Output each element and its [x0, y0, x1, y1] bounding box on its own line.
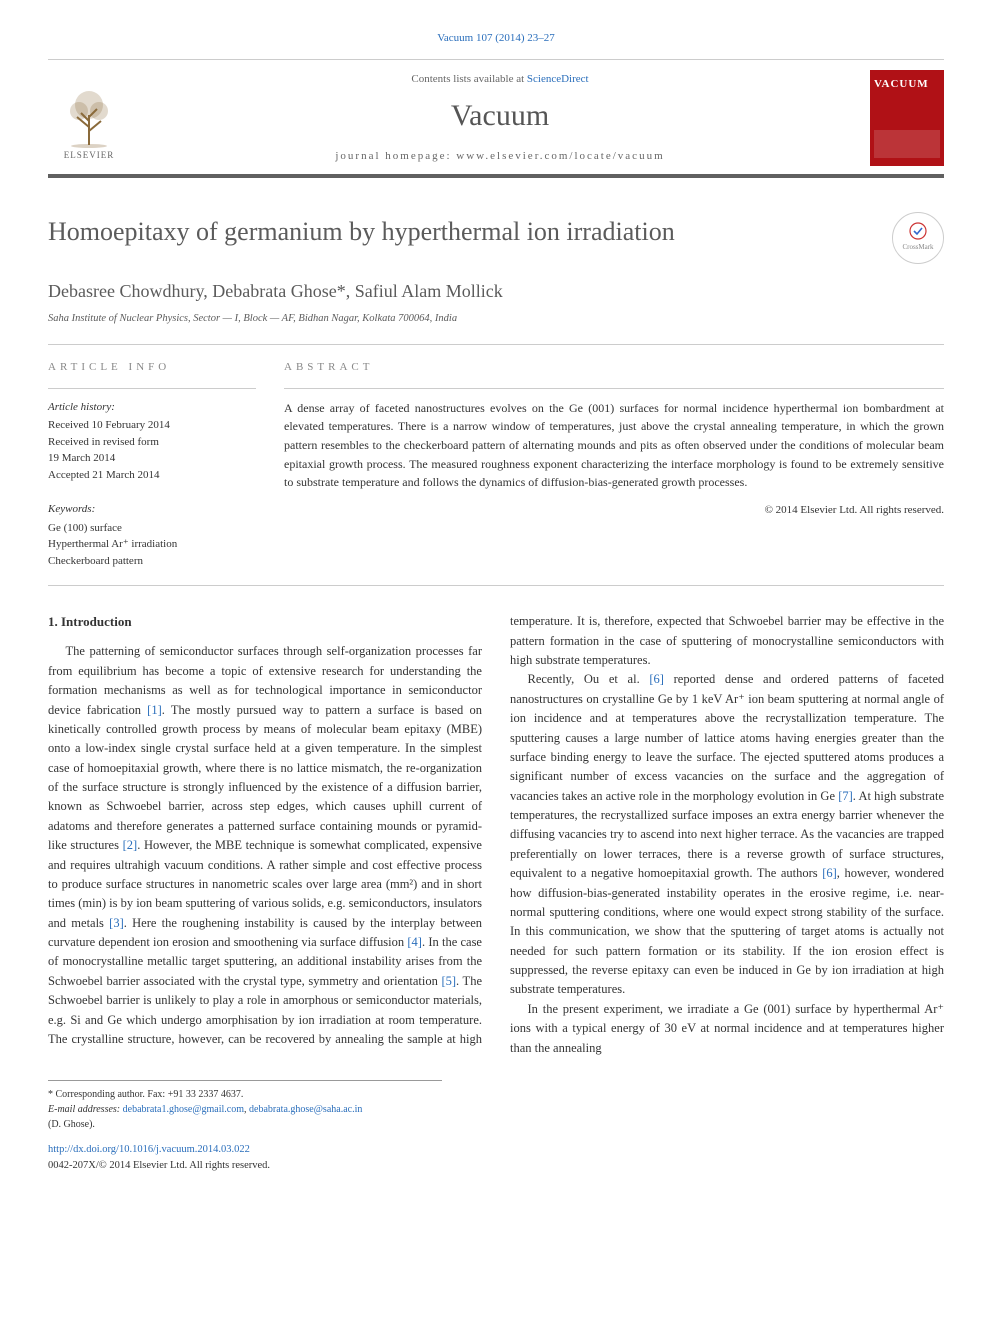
ref-link[interactable]: [4]: [407, 935, 422, 949]
authors-line: Debasree Chowdhury, Debabrata Ghose*, Sa…: [48, 278, 944, 305]
homepage-label: journal homepage:: [335, 150, 456, 162]
doi-link[interactable]: http://dx.doi.org/10.1016/j.vacuum.2014.…: [48, 1144, 250, 1155]
elsevier-tree-icon: [59, 87, 119, 149]
history-label: Article history:: [48, 399, 256, 416]
citation-volpages: 107 (2014) 23–27: [476, 32, 555, 44]
authors-last: , Safiul Alam Mollick: [346, 281, 503, 301]
crossmark-icon: [909, 222, 927, 240]
body-columns: 1. Introduction The patterning of semico…: [48, 612, 944, 1058]
masthead: ELSEVIER Contents lists available at Sci…: [48, 59, 944, 178]
ref-link[interactable]: [2]: [123, 838, 138, 852]
keyword: Checkerboard pattern: [48, 553, 256, 570]
abstract-heading: ABSTRACT: [284, 359, 944, 376]
history-line: Received 10 February 2014: [48, 417, 256, 434]
footnotes: * Corresponding author. Fax: +91 33 2337…: [48, 1080, 442, 1132]
homepage-url: www.elsevier.com/locate/vacuum: [456, 150, 664, 162]
abstract-col: ABSTRACT A dense array of faceted nanost…: [284, 359, 944, 569]
section-heading-intro: 1. Introduction: [48, 612, 482, 632]
info-divider-1: [48, 388, 256, 389]
keyword: Hyperthermal Ar⁺ irradiation: [48, 536, 256, 553]
corresponding-star: *: [337, 281, 346, 301]
elsevier-logo: ELSEVIER: [48, 73, 130, 163]
abstract-copyright: © 2014 Elsevier Ltd. All rights reserved…: [284, 502, 944, 519]
history-line: Accepted 21 March 2014: [48, 467, 256, 484]
contents-prefix: Contents lists available at: [411, 73, 526, 85]
email-line: E-mail addresses: debabrata1.ghose@gmail…: [48, 1102, 442, 1117]
crossmark-badge[interactable]: CrossMark: [892, 212, 944, 264]
body-text: , however, wondered how diffusion-bias-g…: [510, 866, 944, 996]
journal-cover-thumb: VACUUM: [870, 70, 944, 166]
contents-line: Contents lists available at ScienceDirec…: [146, 71, 854, 88]
body-paragraph: In the present experiment, we irradiate …: [510, 1000, 944, 1058]
keyword: Ge (100) surface: [48, 520, 256, 537]
citation-line: Vacuum 107 (2014) 23–27: [48, 30, 944, 47]
article-info-col: ARTICLE INFO Article history: Received 1…: [48, 359, 256, 569]
keywords-label: Keywords:: [48, 501, 256, 518]
doi-block: http://dx.doi.org/10.1016/j.vacuum.2014.…: [48, 1142, 944, 1174]
keywords-block: Keywords: Ge (100) surface Hyperthermal …: [48, 501, 256, 569]
sciencedirect-link[interactable]: ScienceDirect: [527, 73, 589, 85]
cover-art-placeholder: [874, 130, 940, 158]
history-line: Received in revised form: [48, 434, 256, 451]
history-line: 19 March 2014: [48, 450, 256, 467]
abstract-divider: [284, 388, 944, 389]
body-text: . The mostly pursued way to pattern a su…: [48, 703, 482, 853]
publisher-name: ELSEVIER: [64, 149, 115, 163]
info-abstract-row: ARTICLE INFO Article history: Received 1…: [48, 359, 944, 569]
email-suffix: (D. Ghose).: [48, 1117, 442, 1132]
ref-link[interactable]: [3]: [109, 916, 124, 930]
cover-title: VACUUM: [874, 76, 940, 93]
body-paragraph: Recently, Ou et al. [6] reported dense a…: [510, 670, 944, 999]
abstract-text: A dense array of faceted nanostructures …: [284, 399, 944, 492]
article-title-row: Homoepitaxy of germanium by hyperthermal…: [48, 212, 944, 264]
citation-journal: Vacuum: [437, 32, 473, 44]
masthead-center: Contents lists available at ScienceDirec…: [146, 71, 854, 165]
crossmark-label: CrossMark: [902, 242, 933, 253]
ref-link[interactable]: [1]: [147, 703, 162, 717]
article-title: Homoepitaxy of germanium by hyperthermal…: [48, 212, 675, 251]
divider-bottom: [48, 585, 944, 586]
body-text: In the present experiment, we irradiate …: [510, 1002, 944, 1055]
article-info-heading: ARTICLE INFO: [48, 359, 256, 376]
ref-link[interactable]: [7]: [838, 789, 853, 803]
ref-link[interactable]: [6]: [822, 866, 837, 880]
body-text: Recently, Ou et al.: [528, 672, 650, 686]
divider-top: [48, 344, 944, 345]
issn-copyright: 0042-207X/© 2014 Elsevier Ltd. All right…: [48, 1158, 944, 1174]
email-link[interactable]: debabrata1.ghose@gmail.com: [123, 1104, 244, 1115]
history-block: Article history: Received 10 February 20…: [48, 399, 256, 484]
ref-link[interactable]: [5]: [441, 974, 456, 988]
email-label: E-mail addresses:: [48, 1104, 123, 1115]
ref-link[interactable]: [6]: [649, 672, 664, 686]
journal-name: Vacuum: [146, 93, 854, 138]
corresponding-note: * Corresponding author. Fax: +91 33 2337…: [48, 1087, 442, 1102]
email-link[interactable]: debabrata.ghose@saha.ac.in: [249, 1104, 362, 1115]
authors-main: Debasree Chowdhury, Debabrata Ghose: [48, 281, 337, 301]
page-root: Vacuum 107 (2014) 23–27 ELSEVIER Content…: [0, 0, 992, 1213]
affiliation: Saha Institute of Nuclear Physics, Secto…: [48, 311, 944, 327]
homepage-line: journal homepage: www.elsevier.com/locat…: [146, 148, 854, 165]
body-text: reported dense and ordered patterns of f…: [510, 672, 944, 802]
